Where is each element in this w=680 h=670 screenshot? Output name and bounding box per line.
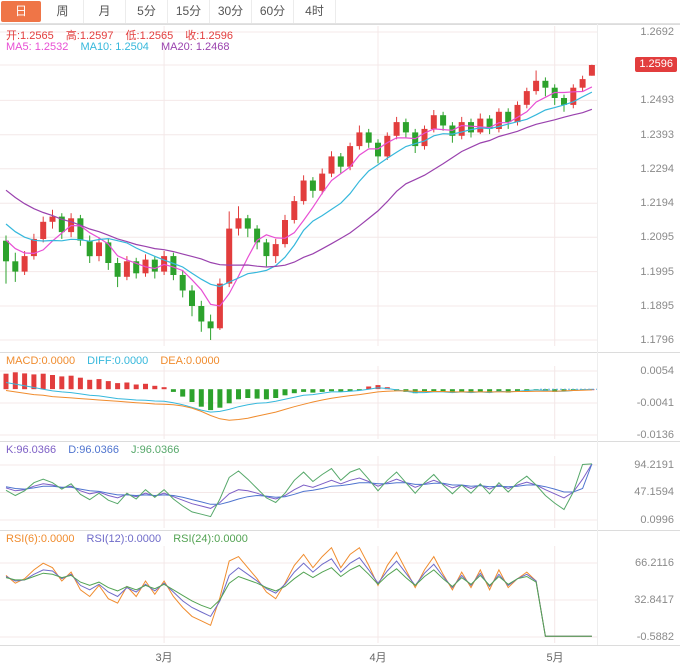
ohlc-close: 收:1.2596 <box>185 30 233 42</box>
ohlc-open: 开:1.2565 <box>6 30 54 42</box>
tab-day[interactable]: 日 <box>1 1 41 22</box>
macd-value: MACD:0.0000 <box>6 355 76 367</box>
k-value: K:96.0366 <box>6 444 57 456</box>
tab-min5[interactable]: 5分 <box>126 0 168 23</box>
ma20-value: MA20: 1.2468 <box>161 41 230 53</box>
j-value: J:96.0366 <box>131 444 180 456</box>
macd-header: MACD:0.0000 DIFF:0.0000 DEA:0.0000 <box>6 355 229 367</box>
timeframe-toolbar: 日周月 5分 15分 30分 60分 4时 <box>0 0 680 24</box>
rsi6-value: RSI(6):0.0000 <box>6 533 75 545</box>
tab-month[interactable]: 月 <box>84 0 126 23</box>
rsi-header: RSI(6):0.0000 RSI(12):0.0000 RSI(24):0.0… <box>6 533 257 545</box>
dea-value: DEA:0.0000 <box>160 355 220 367</box>
d-value: D:96.0366 <box>68 444 119 456</box>
ohlc-header: 开:1.2565 高:1.2597 低:1.2565 收:1.2596 <box>6 27 242 43</box>
tab-week[interactable]: 周 <box>42 0 84 23</box>
ma10-value: MA10: 1.2504 <box>80 41 149 53</box>
kdj-header: K:96.0366 D:96.0366 J:96.0366 <box>6 444 188 456</box>
rsi12-value: RSI(12):0.0000 <box>86 533 162 545</box>
tab-min30[interactable]: 30分 <box>210 0 252 23</box>
ohlc-high: 高:1.2597 <box>65 30 114 42</box>
diff-value: DIFF:0.0000 <box>87 355 149 367</box>
tab-hour4[interactable]: 4时 <box>294 0 336 23</box>
ohlc-low: 低:1.2565 <box>125 30 174 42</box>
rsi24-value: RSI(24):0.0000 <box>173 533 248 545</box>
ma-header: MA5: 1.2532 MA10: 1.2504 MA20: 1.2468 <box>6 41 239 53</box>
ma5-value: MA5: 1.2532 <box>6 41 69 53</box>
tab-min60[interactable]: 60分 <box>252 0 294 23</box>
tab-min15[interactable]: 15分 <box>168 0 210 23</box>
